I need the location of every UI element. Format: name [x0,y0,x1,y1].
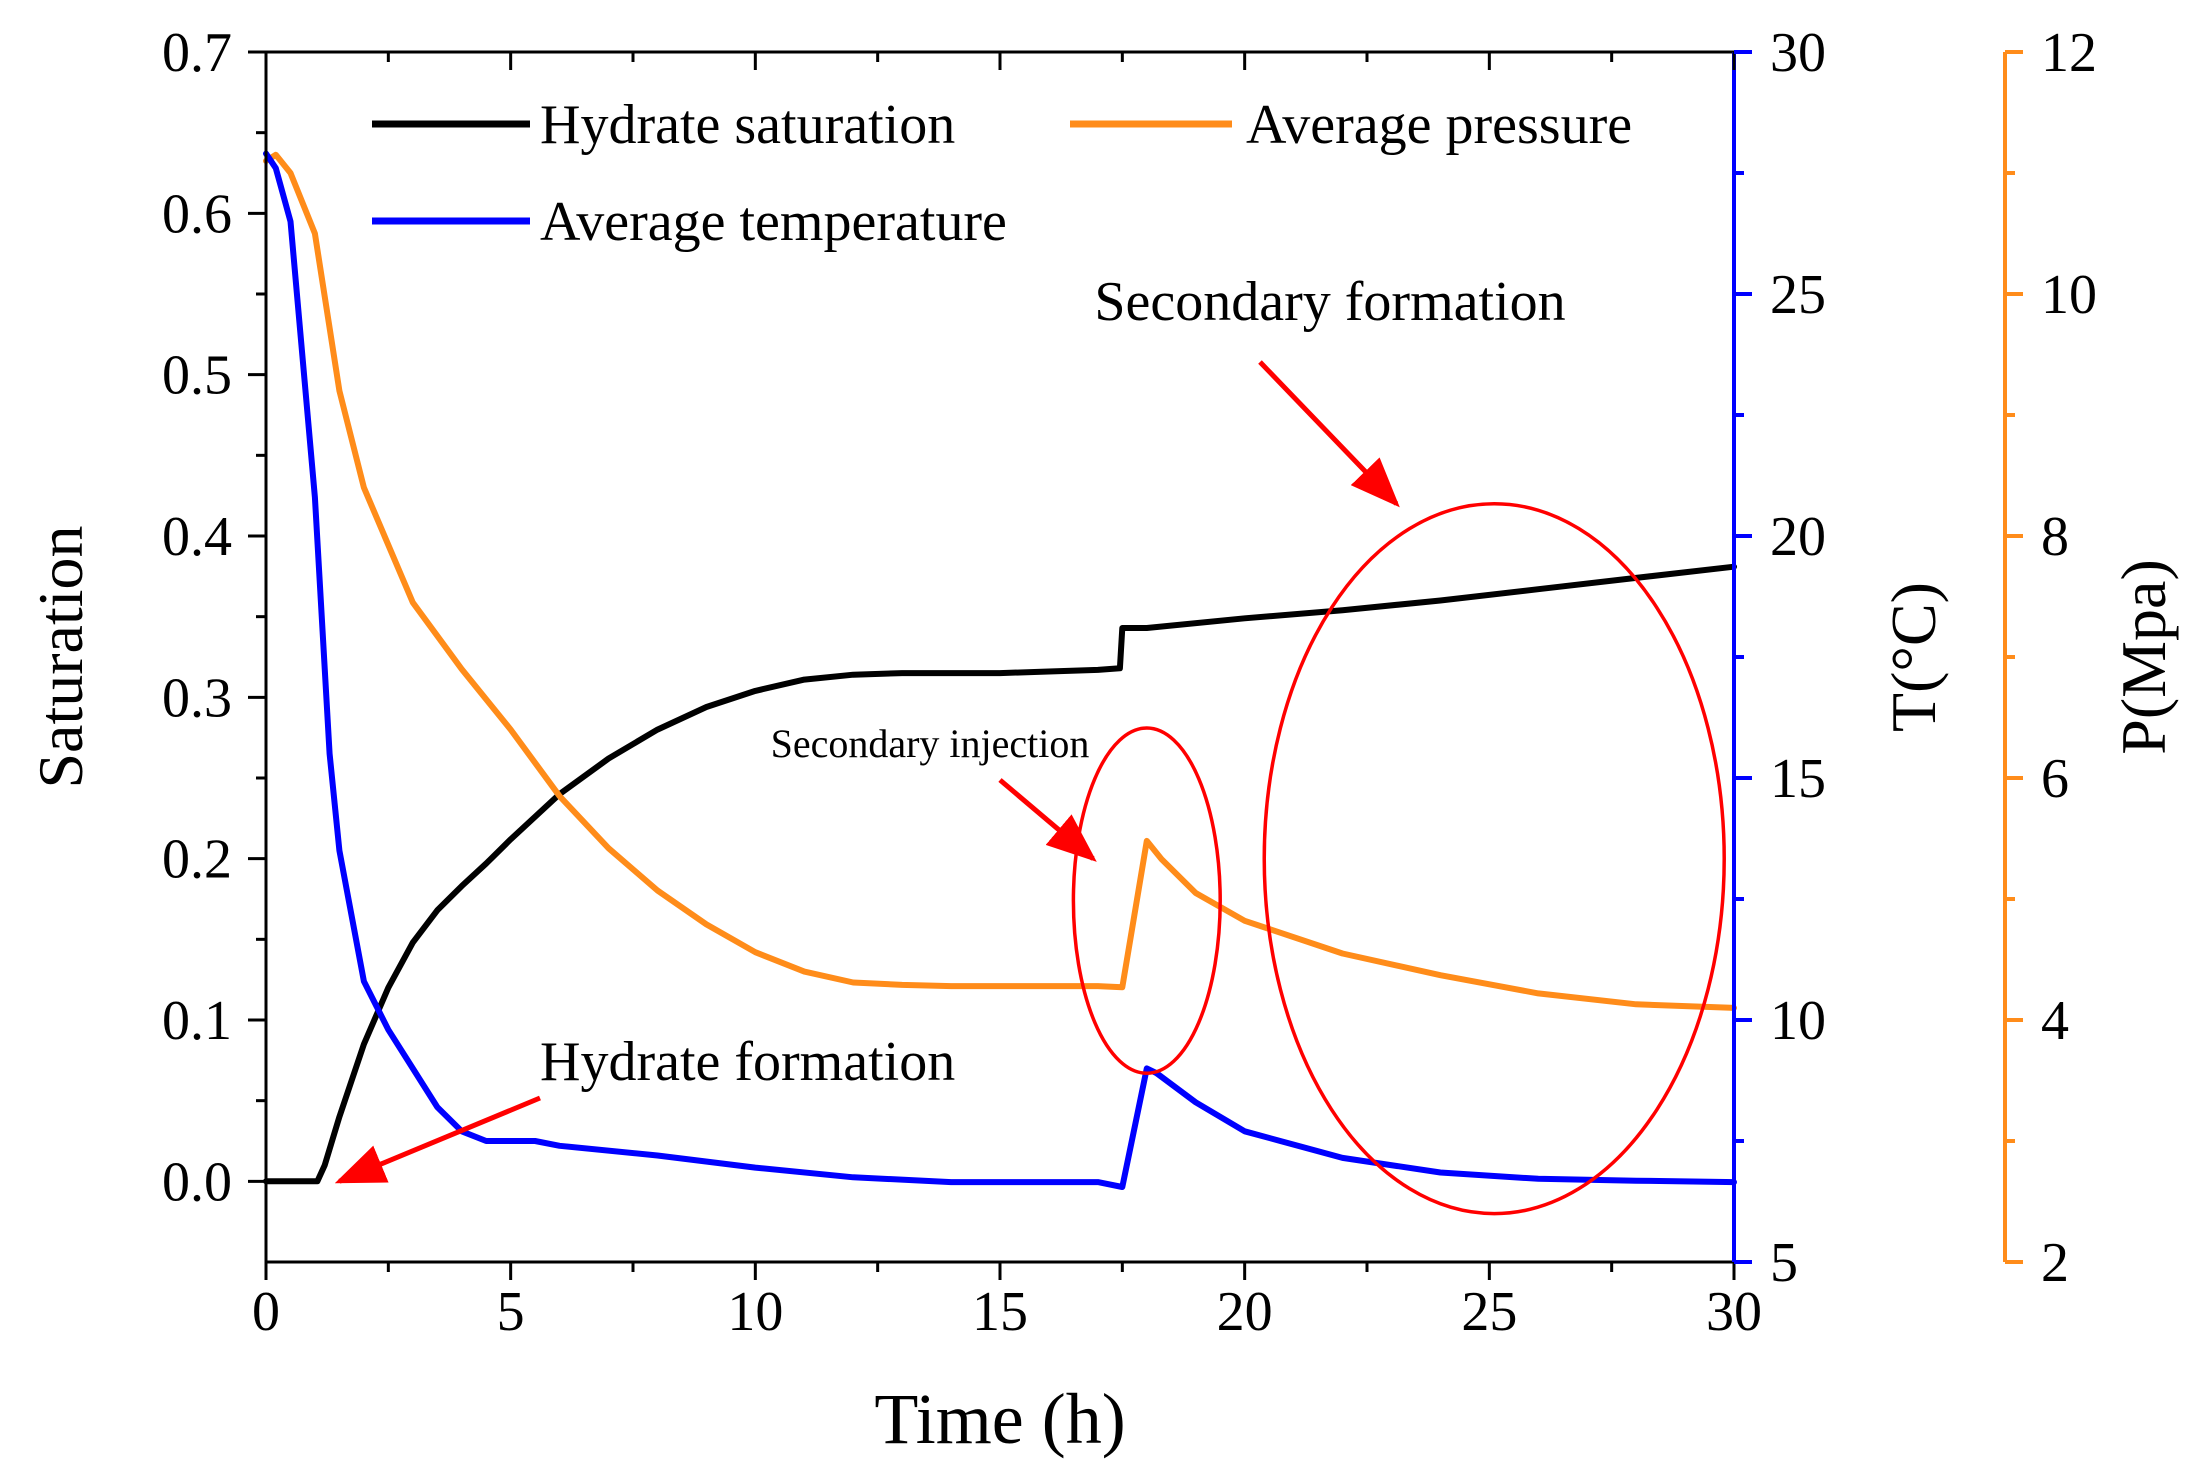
series-line-hydrate-saturation [263,563,1737,1185]
saturation-tick-label: 0.2 [162,829,232,891]
temperature-axis-title: T(°C) [1878,582,1949,732]
axes-layer: 0 5 10 15 20 25 30 0.0 0.1 0.2 0.3 0.4 0.5 0.6 0.7 5 10 1… [25,22,2179,1459]
saturation-tick-label: 0.7 [162,22,232,84]
pressure-tick-label: 2 [2041,1232,2069,1294]
temperature-tick-label: 20 [1770,506,1826,568]
legend-label: Hydrate saturation [540,94,955,156]
annotation-arrow [1258,360,1400,508]
legend: Hydrate saturation Average pressure Averag… [372,94,1632,253]
temperature-tick-label: 5 [1770,1232,1798,1294]
x-tick-label: 15 [972,1281,1028,1343]
temperature-tick-label: 15 [1770,748,1826,810]
x-tick-label: 10 [727,1281,783,1343]
x-tick-label: 30 [1706,1281,1762,1343]
saturation-tick-label: 0.3 [162,667,232,729]
pressure-tick-label: 6 [2041,748,2069,810]
legend-label: Average pressure [1246,94,1632,156]
annotation-label: Secondary injection [771,721,1090,766]
annotation-label: Hydrate formation [540,1031,955,1093]
pressure-axis-title: P(Mpa) [2108,559,2179,755]
x-tick-label: 20 [1217,1281,1273,1343]
annotation-arrow [334,1095,541,1184]
annotation-layer: Hydrate formation Secondary injection Seco… [334,271,1726,1216]
x-tick-label: 25 [1461,1281,1517,1343]
pressure-tick-label: 4 [2041,990,2069,1052]
x-axis-title: Time (h) [874,1379,1125,1459]
saturation-tick-label: 0.6 [162,183,232,245]
highlight-ellipse [1262,501,1726,1216]
saturation-tick-label: 0.4 [162,506,232,568]
pressure-tick-label: 12 [2041,22,2097,84]
saturation-tick-label: 0.0 [162,1151,232,1213]
saturation-axis-title: Saturation [25,525,96,788]
x-tick-label: 5 [497,1281,525,1343]
saturation-tick-label: 0.1 [162,990,232,1052]
temperature-tick-label: 10 [1770,990,1826,1052]
series-line-average-temperature [263,150,1737,1190]
temperature-tick-label: 25 [1770,264,1826,326]
pressure-tick-label: 10 [2041,264,2097,326]
highlight-ellipse [1071,726,1222,1075]
annotation-arrow [998,778,1097,862]
legend-label: Average temperature [540,191,1007,253]
temperature-tick-label: 30 [1770,22,1826,84]
series-layer [263,150,1737,1190]
series-line-average-pressure [263,151,1737,1011]
x-tick-label: 0 [252,1281,280,1343]
annotation-label: Secondary formation [1094,271,1565,333]
pressure-tick-label: 8 [2041,506,2069,568]
saturation-tick-label: 0.5 [162,345,232,407]
